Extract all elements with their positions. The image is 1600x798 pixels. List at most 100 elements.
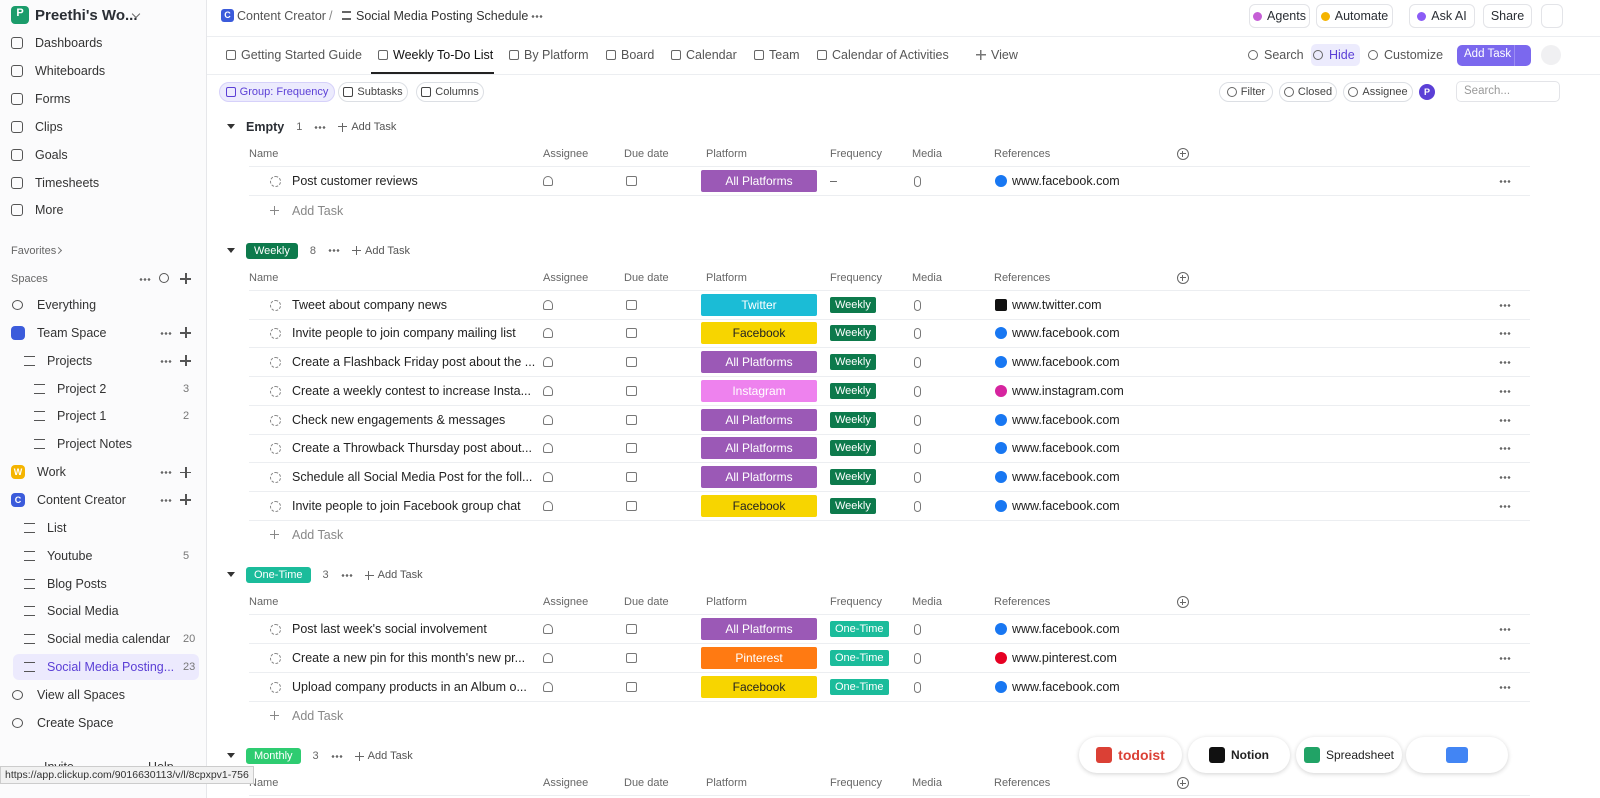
frequency-tag[interactable]: Weekly bbox=[830, 382, 876, 399]
tree-item[interactable]: View all Spaces bbox=[37, 687, 126, 702]
reference-link[interactable]: www.facebook.com bbox=[1012, 498, 1120, 513]
tree-item[interactable]: List bbox=[47, 520, 67, 535]
frequency-tag[interactable]: One-Time bbox=[830, 678, 889, 695]
nav-item[interactable]: Clips bbox=[35, 119, 63, 134]
more-dots[interactable] bbox=[1499, 504, 1511, 508]
toolbar-pill[interactable]: Columns bbox=[416, 82, 484, 102]
tree-item[interactable]: Social media calendar bbox=[47, 632, 170, 647]
reference-link[interactable]: www.facebook.com bbox=[1012, 469, 1120, 484]
view-tab[interactable]: Board bbox=[621, 48, 655, 62]
reference-link[interactable]: www.facebook.com bbox=[1012, 412, 1120, 427]
platform-pill[interactable]: Twitter bbox=[701, 293, 817, 316]
platform-pill[interactable]: Facebook bbox=[701, 494, 817, 517]
task-name[interactable]: Invite people to join Facebook group cha… bbox=[292, 498, 521, 513]
nav-item[interactable]: More bbox=[35, 203, 64, 218]
add-task-button[interactable]: Add Task bbox=[1457, 45, 1531, 66]
frequency-tag[interactable]: Weekly bbox=[830, 325, 876, 342]
add-task-inline[interactable]: Add Task bbox=[338, 121, 396, 133]
filter-pill[interactable]: Closed bbox=[1279, 82, 1337, 102]
more-dots[interactable] bbox=[1499, 685, 1511, 689]
more-dots[interactable] bbox=[1499, 180, 1511, 183]
more-dots[interactable] bbox=[1499, 418, 1511, 422]
frequency-tag[interactable]: One-Time bbox=[830, 650, 889, 666]
frequency-tag[interactable]: Weekly bbox=[830, 440, 876, 457]
tree-item[interactable]: Team Space bbox=[37, 325, 107, 340]
platform-pill[interactable]: Facebook bbox=[701, 322, 817, 345]
breadcrumb-list[interactable]: Social Media Posting Schedule bbox=[356, 9, 529, 23]
toolbar-pill[interactable]: Group: Frequency bbox=[219, 82, 335, 102]
integration-badge[interactable] bbox=[1406, 737, 1508, 773]
reference-link[interactable]: www.twitter.com bbox=[1012, 297, 1102, 312]
breadcrumb-space[interactable]: Content Creator bbox=[237, 9, 326, 23]
task-name[interactable]: Post last week's social involvement bbox=[292, 622, 487, 637]
nav-item[interactable]: Dashboards bbox=[35, 36, 103, 50]
tree-item[interactable]: Work bbox=[37, 465, 66, 480]
top-action[interactable]: Automate bbox=[1316, 4, 1393, 28]
reference-link[interactable]: www.pinterest.com bbox=[1012, 651, 1117, 665]
add-task-row[interactable]: Add Task bbox=[292, 709, 344, 724]
reference-link[interactable]: www.facebook.com bbox=[1012, 326, 1120, 341]
task-name[interactable]: Create a Flashback Friday post about the… bbox=[292, 355, 536, 370]
view-tab[interactable]: Getting Started Guide bbox=[241, 48, 362, 62]
view-tab[interactable]: Team bbox=[769, 48, 800, 62]
frequency-tag[interactable]: Weekly bbox=[830, 468, 876, 485]
more-dots[interactable] bbox=[160, 498, 172, 502]
add-task-row[interactable]: Add Task bbox=[292, 528, 344, 543]
tree-item[interactable]: Project 2 bbox=[57, 381, 107, 396]
chevron-circle[interactable] bbox=[1541, 45, 1561, 65]
reference-link[interactable]: www.facebook.com bbox=[1012, 174, 1120, 188]
view-tab[interactable]: Calendar of Activities bbox=[832, 48, 949, 62]
tree-item[interactable]: Everything bbox=[37, 298, 97, 312]
favorites-heading[interactable]: Favorites bbox=[11, 245, 57, 257]
more-dots[interactable] bbox=[340, 573, 353, 577]
task-name[interactable]: Tweet about company news bbox=[292, 297, 447, 312]
top-action[interactable]: Ask AI bbox=[1409, 4, 1475, 28]
tree-item[interactable]: Project Notes bbox=[57, 437, 133, 452]
frequency-tag[interactable]: Weekly bbox=[830, 354, 876, 371]
tree-item[interactable]: Social Media Posting... bbox=[47, 660, 175, 675]
chat-button[interactable] bbox=[1541, 4, 1563, 28]
more-dots[interactable] bbox=[314, 125, 327, 129]
view-tab[interactable]: Weekly To-Do List bbox=[393, 48, 494, 62]
platform-pill[interactable]: All Platforms bbox=[701, 170, 817, 192]
reference-link[interactable]: www.facebook.com bbox=[1012, 679, 1120, 694]
workspace-name[interactable]: Preethi's Wo... bbox=[35, 7, 138, 24]
more-dots[interactable] bbox=[1499, 389, 1511, 393]
view-action[interactable]: Search bbox=[1264, 48, 1304, 62]
more-dots[interactable] bbox=[330, 754, 343, 758]
more-dots[interactable] bbox=[1499, 628, 1511, 632]
reference-link[interactable]: www.instagram.com bbox=[1012, 383, 1124, 398]
tree-item[interactable]: Youtube bbox=[47, 548, 93, 563]
add-task-inline[interactable]: Add Task bbox=[364, 569, 423, 581]
task-name[interactable]: Check new engagements & messages bbox=[292, 412, 506, 427]
task-name[interactable]: Create a Throwback Thursday post about..… bbox=[292, 441, 532, 456]
frequency-tag[interactable]: One-Time bbox=[830, 621, 889, 638]
add-task-inline[interactable]: Add Task bbox=[354, 750, 413, 762]
more-dots[interactable] bbox=[1499, 475, 1511, 479]
nav-item[interactable]: Forms bbox=[35, 91, 71, 106]
reference-link[interactable]: www.facebook.com bbox=[1012, 441, 1120, 456]
integration-badge[interactable]: Spreadsheet bbox=[1296, 737, 1402, 773]
more-dots[interactable] bbox=[1499, 332, 1511, 336]
view-action[interactable]: Customize bbox=[1384, 48, 1444, 62]
nav-item[interactable]: Goals bbox=[35, 147, 68, 162]
more-dots[interactable] bbox=[1499, 361, 1511, 365]
platform-pill[interactable]: All Platforms bbox=[701, 437, 817, 460]
reference-link[interactable]: www.facebook.com bbox=[1012, 622, 1120, 637]
reference-link[interactable]: www.facebook.com bbox=[1012, 355, 1120, 370]
view-tab[interactable]: By Platform bbox=[524, 48, 589, 62]
tree-item[interactable]: Create Space bbox=[37, 715, 114, 730]
top-action[interactable]: Share bbox=[1483, 4, 1532, 28]
filter-pill[interactable]: Assignee bbox=[1343, 82, 1413, 102]
tree-item[interactable]: Blog Posts bbox=[47, 576, 107, 591]
toolbar-pill[interactable]: Subtasks bbox=[338, 82, 408, 102]
more-dots[interactable] bbox=[1499, 447, 1511, 451]
platform-pill[interactable]: All Platforms bbox=[701, 465, 817, 488]
view-tab[interactable]: View bbox=[991, 48, 1018, 62]
platform-pill[interactable]: Facebook bbox=[701, 675, 817, 698]
task-name[interactable]: Schedule all Social Media Post for the f… bbox=[292, 469, 533, 484]
filter-pill[interactable]: Filter bbox=[1219, 82, 1273, 102]
integration-badge[interactable]: todoist bbox=[1079, 737, 1182, 773]
platform-pill[interactable]: Pinterest bbox=[701, 647, 817, 669]
task-name[interactable]: Upload company products in an Album o... bbox=[292, 679, 527, 694]
